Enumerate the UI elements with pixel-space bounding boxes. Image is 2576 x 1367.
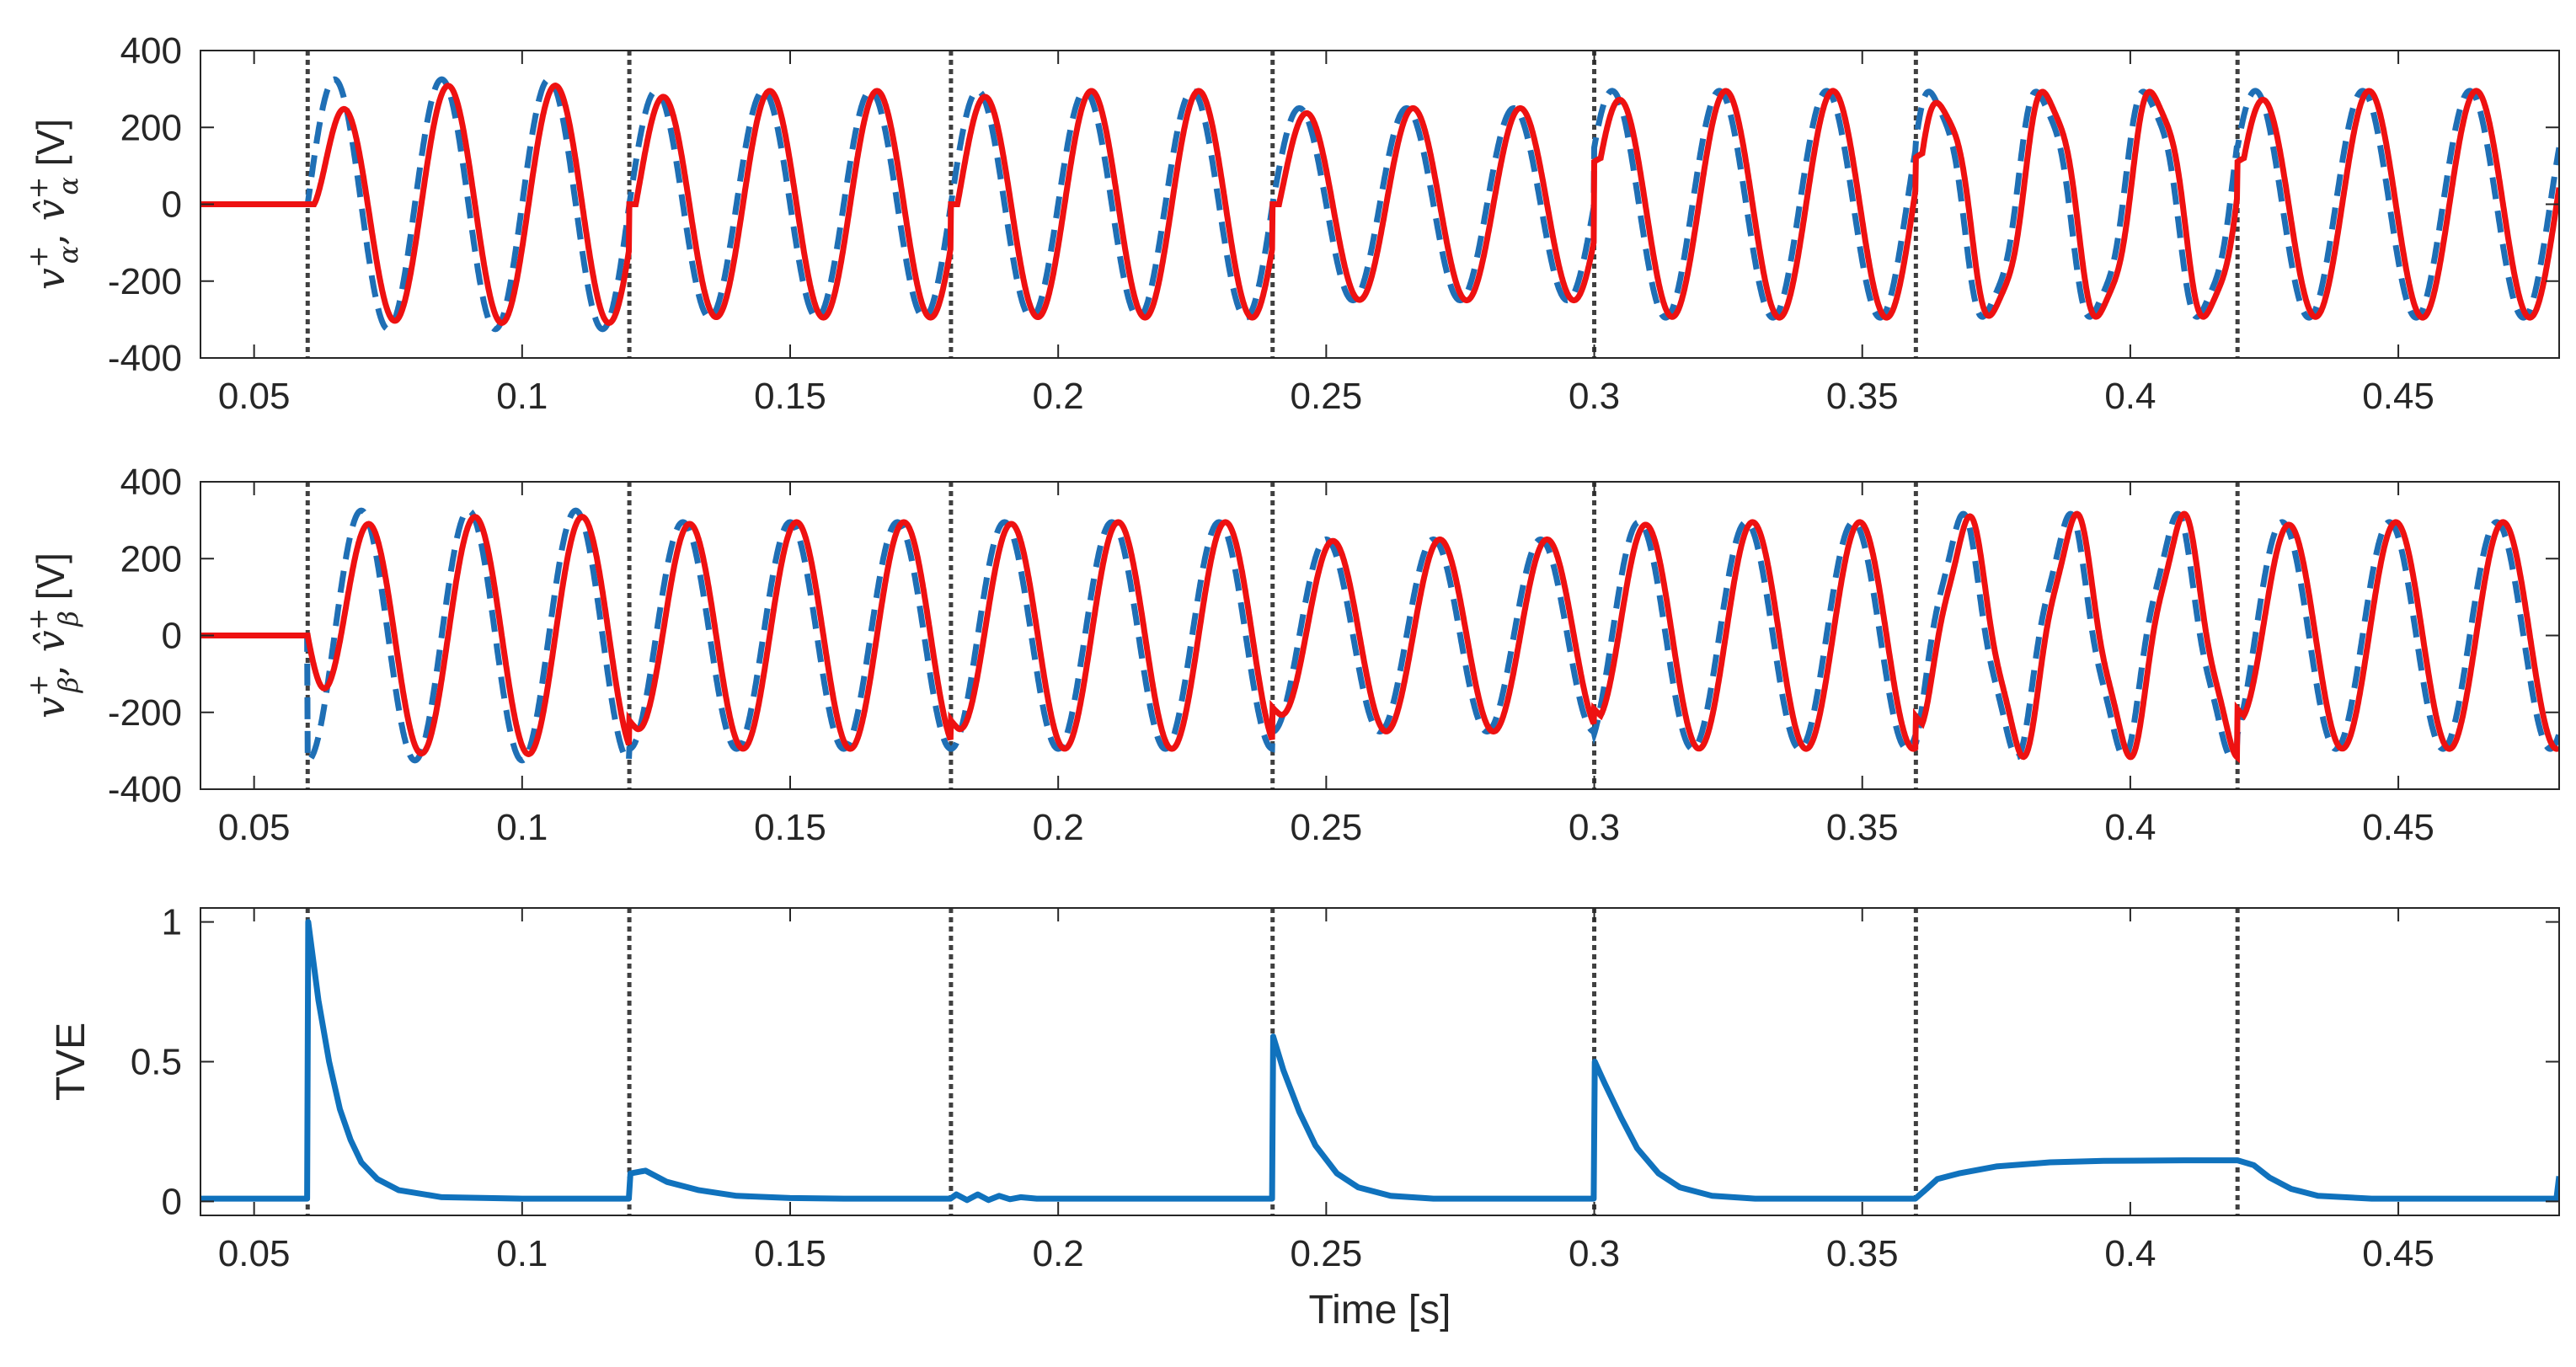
y-axis-label: v+α, v̂+α [V] (22, 119, 84, 290)
x-tick-label: 0.4 (2104, 807, 2156, 848)
series-actual-line (200, 76, 2559, 333)
y-ticks: -400 -200 0 200 400 (108, 30, 2559, 379)
x-ticks: 0.05 0.1 0.15 0.2 0.25 0.3 0.35 0.4 0.45 (218, 482, 2434, 848)
y-ticks: 00.51 (131, 902, 2559, 1222)
series-actual-line (200, 507, 2559, 765)
panels: 0.05 0.1 0.15 0.2 0.25 0.3 0.35 0.4 0.45 -400 -200… (22, 30, 2560, 1332)
series-estimated-line (200, 510, 2559, 764)
x-tick-label: 0.15 (754, 1233, 826, 1274)
x-tick-label: 0.45 (2362, 376, 2434, 417)
x-tick-label: 0.35 (1826, 807, 1899, 848)
series-group (200, 76, 2559, 333)
y-tick-label: 0 (162, 1181, 182, 1222)
x-tick-label: 0.4 (2104, 1233, 2156, 1274)
event-lines (305, 51, 2240, 358)
series-estimated-line (200, 83, 2559, 326)
y-tick-label: 0 (162, 184, 182, 226)
x-tick-label: 0.15 (754, 807, 826, 848)
x-tick-label: 0.2 (1033, 1233, 1084, 1274)
panel-alpha: 0.05 0.1 0.15 0.2 0.25 0.3 0.35 0.4 0.45 -400 -200… (22, 30, 2560, 417)
x-tick-label: 0.45 (2362, 807, 2434, 848)
series-group (200, 919, 2559, 1204)
y-tick-label: 400 (120, 30, 182, 72)
x-tick-label: 0.4 (2104, 376, 2156, 417)
x-tick-label: 0.1 (496, 376, 548, 417)
x-tick-label: 0.3 (1569, 1233, 1620, 1274)
y-tick-label: 0.5 (131, 1042, 182, 1083)
x-tick-label: 0.05 (218, 376, 291, 417)
y-tick-label: 400 (120, 462, 182, 503)
x-tick-label: 0.1 (496, 807, 548, 848)
panel-beta: 0.05 0.1 0.15 0.2 0.25 0.3 0.35 0.4 0.45 -400 -200… (22, 462, 2560, 848)
y-tick-label: 200 (120, 538, 182, 579)
y-tick-label: -400 (108, 769, 182, 810)
x-tick-label: 0.2 (1033, 807, 1084, 848)
y-axis-label: v+β, v̂+β [V] (22, 553, 84, 718)
y-tick-label: 0 (162, 616, 182, 657)
x-tick-label: 0.35 (1826, 1233, 1899, 1274)
x-tick-label: 0.25 (1291, 1233, 1363, 1274)
y-tick-label: -400 (108, 338, 182, 379)
x-tick-label: 0.05 (218, 807, 291, 848)
y-tick-label: -200 (108, 692, 182, 734)
y-tick-label: -200 (108, 261, 182, 302)
x-tick-label: 0.1 (496, 1233, 548, 1274)
x-tick-label: 0.45 (2362, 1233, 2434, 1274)
x-axis-label: Time [s] (1309, 1288, 1451, 1332)
event-lines (305, 482, 2240, 789)
x-ticks: 0.05 0.1 0.15 0.2 0.25 0.3 0.35 0.4 0.45 (218, 51, 2434, 417)
x-ticks: 0.05 0.1 0.15 0.2 0.25 0.3 0.35 0.4 0.45 (218, 908, 2434, 1274)
x-tick-label: 0.25 (1291, 376, 1363, 417)
x-tick-label: 0.05 (218, 1233, 291, 1274)
x-tick-label: 0.35 (1826, 376, 1899, 417)
x-tick-label: 0.25 (1291, 807, 1363, 848)
x-tick-label: 0.2 (1033, 376, 1084, 417)
y-tick-label: 1 (162, 902, 182, 943)
y-axis-label: TVE (49, 1023, 94, 1101)
y-ticks: -400 -200 0 200 400 (108, 462, 2559, 810)
panel-tve: 0.05 0.1 0.15 0.2 0.25 0.3 0.35 0.4 0.4500.51TVE… (49, 902, 2560, 1332)
series-group (200, 507, 2559, 765)
series-tve-line (200, 919, 2559, 1204)
x-tick-label: 0.3 (1569, 807, 1620, 848)
x-tick-label: 0.15 (754, 376, 826, 417)
y-tick-label: 200 (120, 107, 182, 148)
x-tick-label: 0.3 (1569, 376, 1620, 417)
